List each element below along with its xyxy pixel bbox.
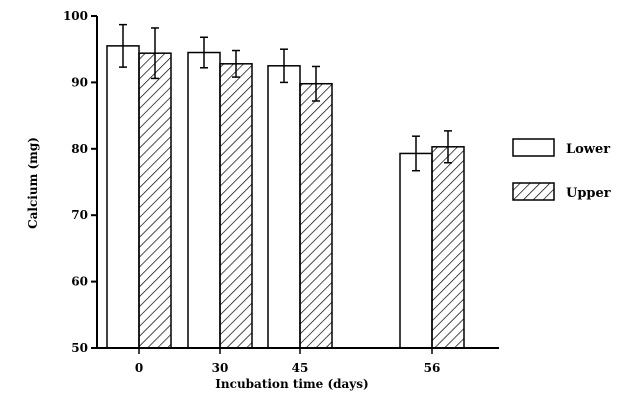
x-tick-label-45: 45 [292,361,309,375]
x-tick-label-30: 30 [212,361,229,375]
bar-lower-45 [267,65,301,349]
x-tick-label-56: 56 [424,361,441,375]
bar-upper-0 [138,52,172,349]
bar-upper-30 [219,63,253,349]
error-bar-lower-30 [200,36,208,69]
legend: Lower Upper [512,138,611,201]
bar-upper-56 [431,146,465,349]
y-tick-label-90: 90 [71,75,88,89]
error-bar-upper-0 [151,27,159,80]
legend-label-lower: Lower [566,142,610,157]
y-tick-label-80: 80 [71,142,88,156]
bar-lower-30 [187,51,221,349]
error-bar-upper-56 [444,130,452,164]
plot-area [106,23,465,349]
bar-lower-56 [399,152,433,349]
error-bar-upper-30 [232,49,240,78]
error-bar-lower-0 [119,23,127,68]
legend-swatch-lower [512,138,555,157]
y-axis-ticks: 50 60 70 80 90 100 [63,9,97,355]
y-tick-label-100: 100 [63,9,88,23]
y-tick-label-50: 50 [71,341,88,355]
error-bar-upper-45 [312,65,320,102]
x-tick-label-0: 0 [135,361,143,375]
legend-label-upper: Upper [566,186,611,201]
bar-lower-0 [106,45,140,349]
bar-upper-45 [299,82,333,349]
y-axis-title: Calcium (mg) [26,137,40,229]
legend-swatch-upper [512,182,555,201]
y-tick-label-60: 60 [71,275,88,289]
y-tick-label-70: 70 [71,208,88,222]
x-axis-ticks: 0 30 45 56 [135,348,441,375]
error-bar-lower-45 [280,48,288,84]
x-axis-title: Incubation time (days) [215,377,368,391]
error-bar-lower-56 [412,135,420,172]
